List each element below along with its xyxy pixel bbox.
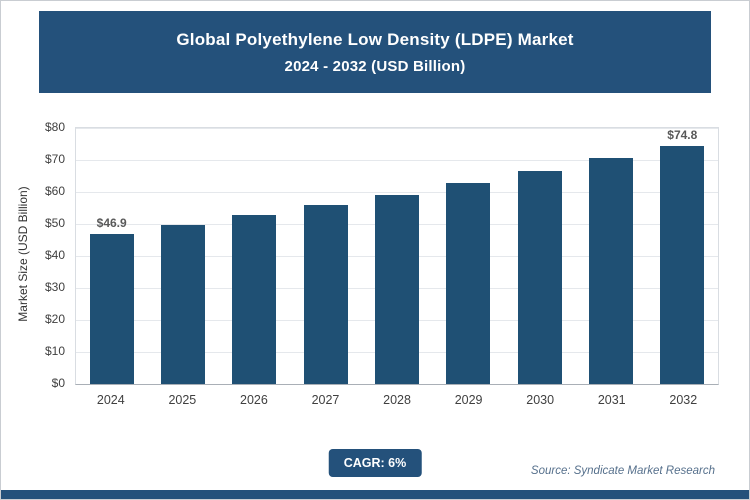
chart: Market Size (USD Billion) $0 $10 $20 $30 $40… xyxy=(1,109,749,411)
y-axis-ticks: $0 $10 $20 $30 $40 $50 $60 $70 $80 xyxy=(29,120,71,390)
bar-slot xyxy=(504,128,575,384)
y-tick-label: $80 xyxy=(44,120,65,134)
bar-slot xyxy=(290,128,361,384)
x-tick-label: 2029 xyxy=(454,393,483,407)
x-tick-label: 2032 xyxy=(669,393,698,407)
x-tick-label: 2028 xyxy=(383,393,411,407)
x-tick-label: 2024 xyxy=(96,393,125,407)
chart-title-line1: Global Polyethylene Low Density (LDPE) M… xyxy=(176,29,574,49)
y-axis-title: Market Size (USD Billion) xyxy=(16,186,30,322)
bar-slot xyxy=(147,128,218,384)
bar-2027 xyxy=(303,205,348,384)
y-tick-label: $70 xyxy=(44,152,65,166)
x-tick-label: 2025 xyxy=(168,393,197,407)
bar-2024 xyxy=(89,233,134,384)
bar-2026 xyxy=(232,215,277,384)
gridline xyxy=(76,192,718,193)
bar-value-label: $46.9 xyxy=(96,215,127,230)
source-text: Source: Syndicate Market Research xyxy=(530,465,715,477)
y-tick-label: $10 xyxy=(44,344,65,358)
bar-slot xyxy=(433,128,504,384)
gridline xyxy=(76,160,718,161)
y-tick-label: $40 xyxy=(44,248,65,262)
bottom-row: CAGR: 6% Source: Syndicate Market Resear… xyxy=(1,449,749,483)
chart-title-line2: 2024 - 2032 (USD Billion) xyxy=(284,57,466,75)
bar-2025 xyxy=(160,224,205,384)
x-tick-label: 2026 xyxy=(240,393,268,407)
gridline xyxy=(76,128,718,129)
bar-2031 xyxy=(588,158,633,384)
y-tick-label: $60 xyxy=(44,184,65,198)
bars-container: $46.9 $74.8 xyxy=(76,128,718,384)
bar-slot xyxy=(575,128,646,384)
cagr-badge: CAGR: 6% xyxy=(328,449,422,477)
y-tick-label: $20 xyxy=(44,312,65,326)
bar-slot xyxy=(219,128,290,384)
bar-2029 xyxy=(446,183,491,384)
bar-2030 xyxy=(517,171,562,384)
x-tick-label: 2027 xyxy=(311,393,340,407)
x-tick-label: 2030 xyxy=(526,393,555,407)
x-axis-ticks: 2024 2025 2026 2027 2028 2029 2030 2031 2032 xyxy=(75,393,719,413)
x-tick-label: 2031 xyxy=(597,393,626,407)
bar-2028 xyxy=(374,194,419,384)
bar-slot: $46.9 xyxy=(76,128,147,384)
bar-slot xyxy=(361,128,432,384)
bar-slot: $74.8 xyxy=(647,128,718,384)
y-tick-label: $0 xyxy=(51,376,65,390)
plot-area: $46.9 $74.8 xyxy=(75,127,719,385)
bar-value-label: $74.8 xyxy=(667,128,698,142)
footer-bar xyxy=(1,490,749,499)
y-tick-label: $50 xyxy=(44,216,65,230)
chart-title-banner: Global Polyethylene Low Density (LDPE) M… xyxy=(39,11,711,93)
bar-2032 xyxy=(660,146,705,384)
y-tick-label: $30 xyxy=(44,280,65,294)
